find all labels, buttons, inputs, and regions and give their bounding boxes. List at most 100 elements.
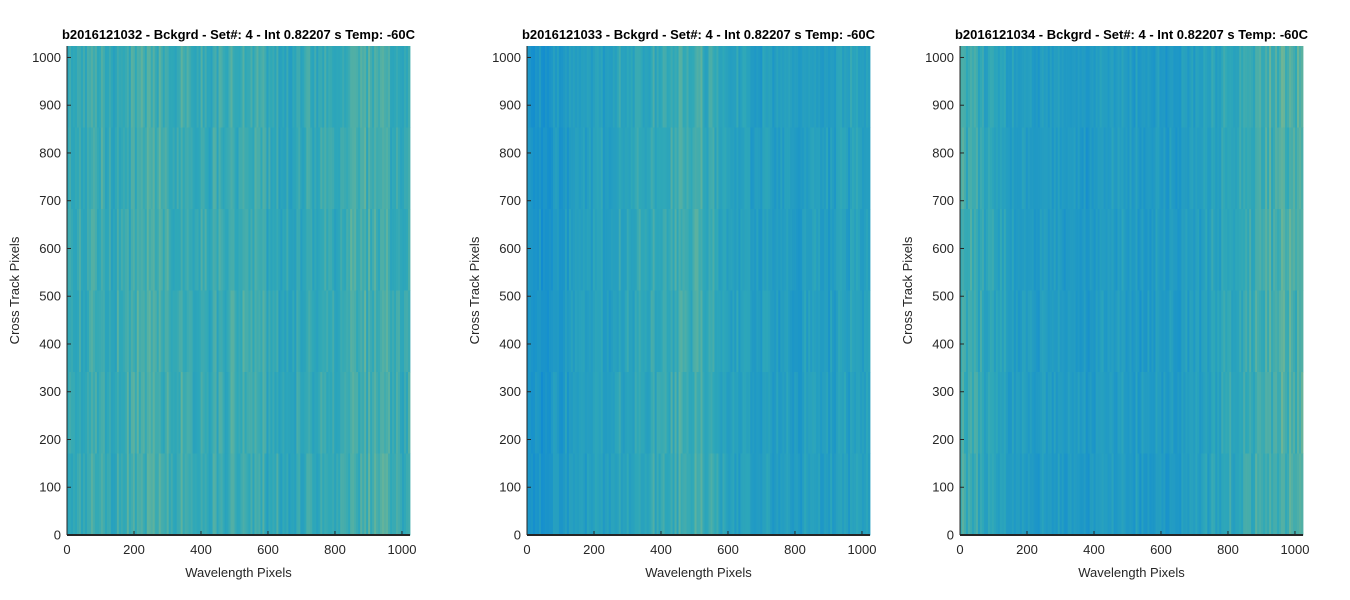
heatmap-cell [778,46,781,128]
heatmap-cell [304,290,307,373]
heatmap-cell [200,209,203,291]
heatmap-cell [556,290,560,373]
heatmap-cell [84,372,88,454]
heatmap-cell [134,290,138,373]
heatmap-cell [544,290,548,373]
heatmap-cell [1017,209,1021,291]
heatmap-cell [176,46,180,128]
heatmap-cell [366,209,369,291]
heatmap-cell [706,290,709,373]
heatmap-cell [1113,46,1116,128]
heatmap-cell [626,127,630,210]
heatmap-cell [786,290,789,373]
heatmap-cell [1011,372,1015,454]
heatmap-cell [334,209,337,291]
heatmap-cell [1099,372,1102,454]
heatmap-cell [1259,127,1262,210]
heatmap-cell [1117,46,1120,128]
heatmap-cell [1039,127,1043,210]
heatmap-cell [1241,290,1244,373]
heatmap-cell [1083,46,1087,128]
heatmap-cell [1081,290,1085,373]
heatmap-cell [840,127,843,210]
heatmap-cell [1103,46,1106,128]
heatmap-cell [1221,290,1224,373]
heatmap-cell [1051,453,1055,536]
heatmap-cell [1137,290,1140,373]
heatmap-cell [1271,372,1274,454]
heatmap-cell [1151,453,1154,536]
heatmap-cell [602,46,606,128]
heatmap-cell [1115,127,1118,210]
heatmap-cell [132,372,136,454]
heatmap-cell [104,209,108,291]
heatmap-cell [350,46,353,128]
heatmap-cell [316,453,319,536]
heatmap-cell [726,46,729,128]
heatmap-cell [182,127,186,210]
heatmap-cell [98,127,102,210]
heatmap-cell [616,46,620,128]
heatmap-cell [830,372,833,454]
heatmap-cell [334,46,337,128]
heatmap-cell [1187,209,1190,291]
heatmap-cell [808,290,811,373]
heatmap-cell [574,209,578,291]
heatmap-cell [730,372,733,454]
heatmap-cell [622,46,626,128]
heatmap-cell [348,372,351,454]
heatmap-cell [308,290,311,373]
heatmap-cell [166,46,170,128]
heatmap-cell [1121,46,1124,128]
heatmap-cell [190,453,194,536]
heatmap-cell [836,290,839,373]
heatmap-cell [270,453,273,536]
heatmap-cell [560,127,564,210]
heatmap-cell [288,372,291,454]
heatmap-cell [646,453,650,536]
heatmap-cell [698,127,701,210]
heatmap-cell [610,453,614,536]
heatmap-cell [1275,372,1278,454]
heatmap-cell [1159,290,1162,373]
heatmap-cell [146,372,150,454]
heatmap-cell [868,453,871,536]
heatmap-cell [584,290,588,373]
heatmap-cell [108,46,112,128]
heatmap-cell [564,127,568,210]
heatmap-cell [864,453,867,536]
heatmap-cell [1021,46,1025,128]
heatmap-cell [606,46,610,128]
heatmap-cell [142,127,146,210]
heatmap-cell [1045,127,1049,210]
heatmap-cell [862,127,865,210]
heatmap-cell [1215,453,1218,536]
heatmap-cell [586,209,590,291]
heatmap-cell [850,290,853,373]
heatmap-cell [186,290,190,373]
heatmap-cell [576,290,580,373]
heatmap-cell [991,453,995,536]
heatmap-cell [762,372,765,454]
heatmap-cell [780,453,783,536]
heatmap-cell [1125,290,1128,373]
heatmap-cell [1071,209,1075,291]
heatmap-cell [658,290,662,373]
heatmap-cell [1037,46,1041,128]
heatmap-cell [350,372,353,454]
heatmap-cell [290,209,293,291]
heatmap-cell [362,127,365,210]
heatmap-cell [802,46,805,128]
heatmap-cell [252,209,255,291]
heatmap-cell [196,372,200,454]
heatmap-cell [1203,46,1206,128]
heatmap-cell [790,46,793,128]
heatmap-cell [975,46,979,128]
heatmap-cell [1107,209,1110,291]
heatmap-cell [866,453,869,536]
heatmap-cell [736,46,739,128]
heatmap-cell [1287,453,1290,536]
heatmap-cell [212,372,215,454]
heatmap-cell [564,46,568,128]
heatmap-cell [160,209,164,291]
